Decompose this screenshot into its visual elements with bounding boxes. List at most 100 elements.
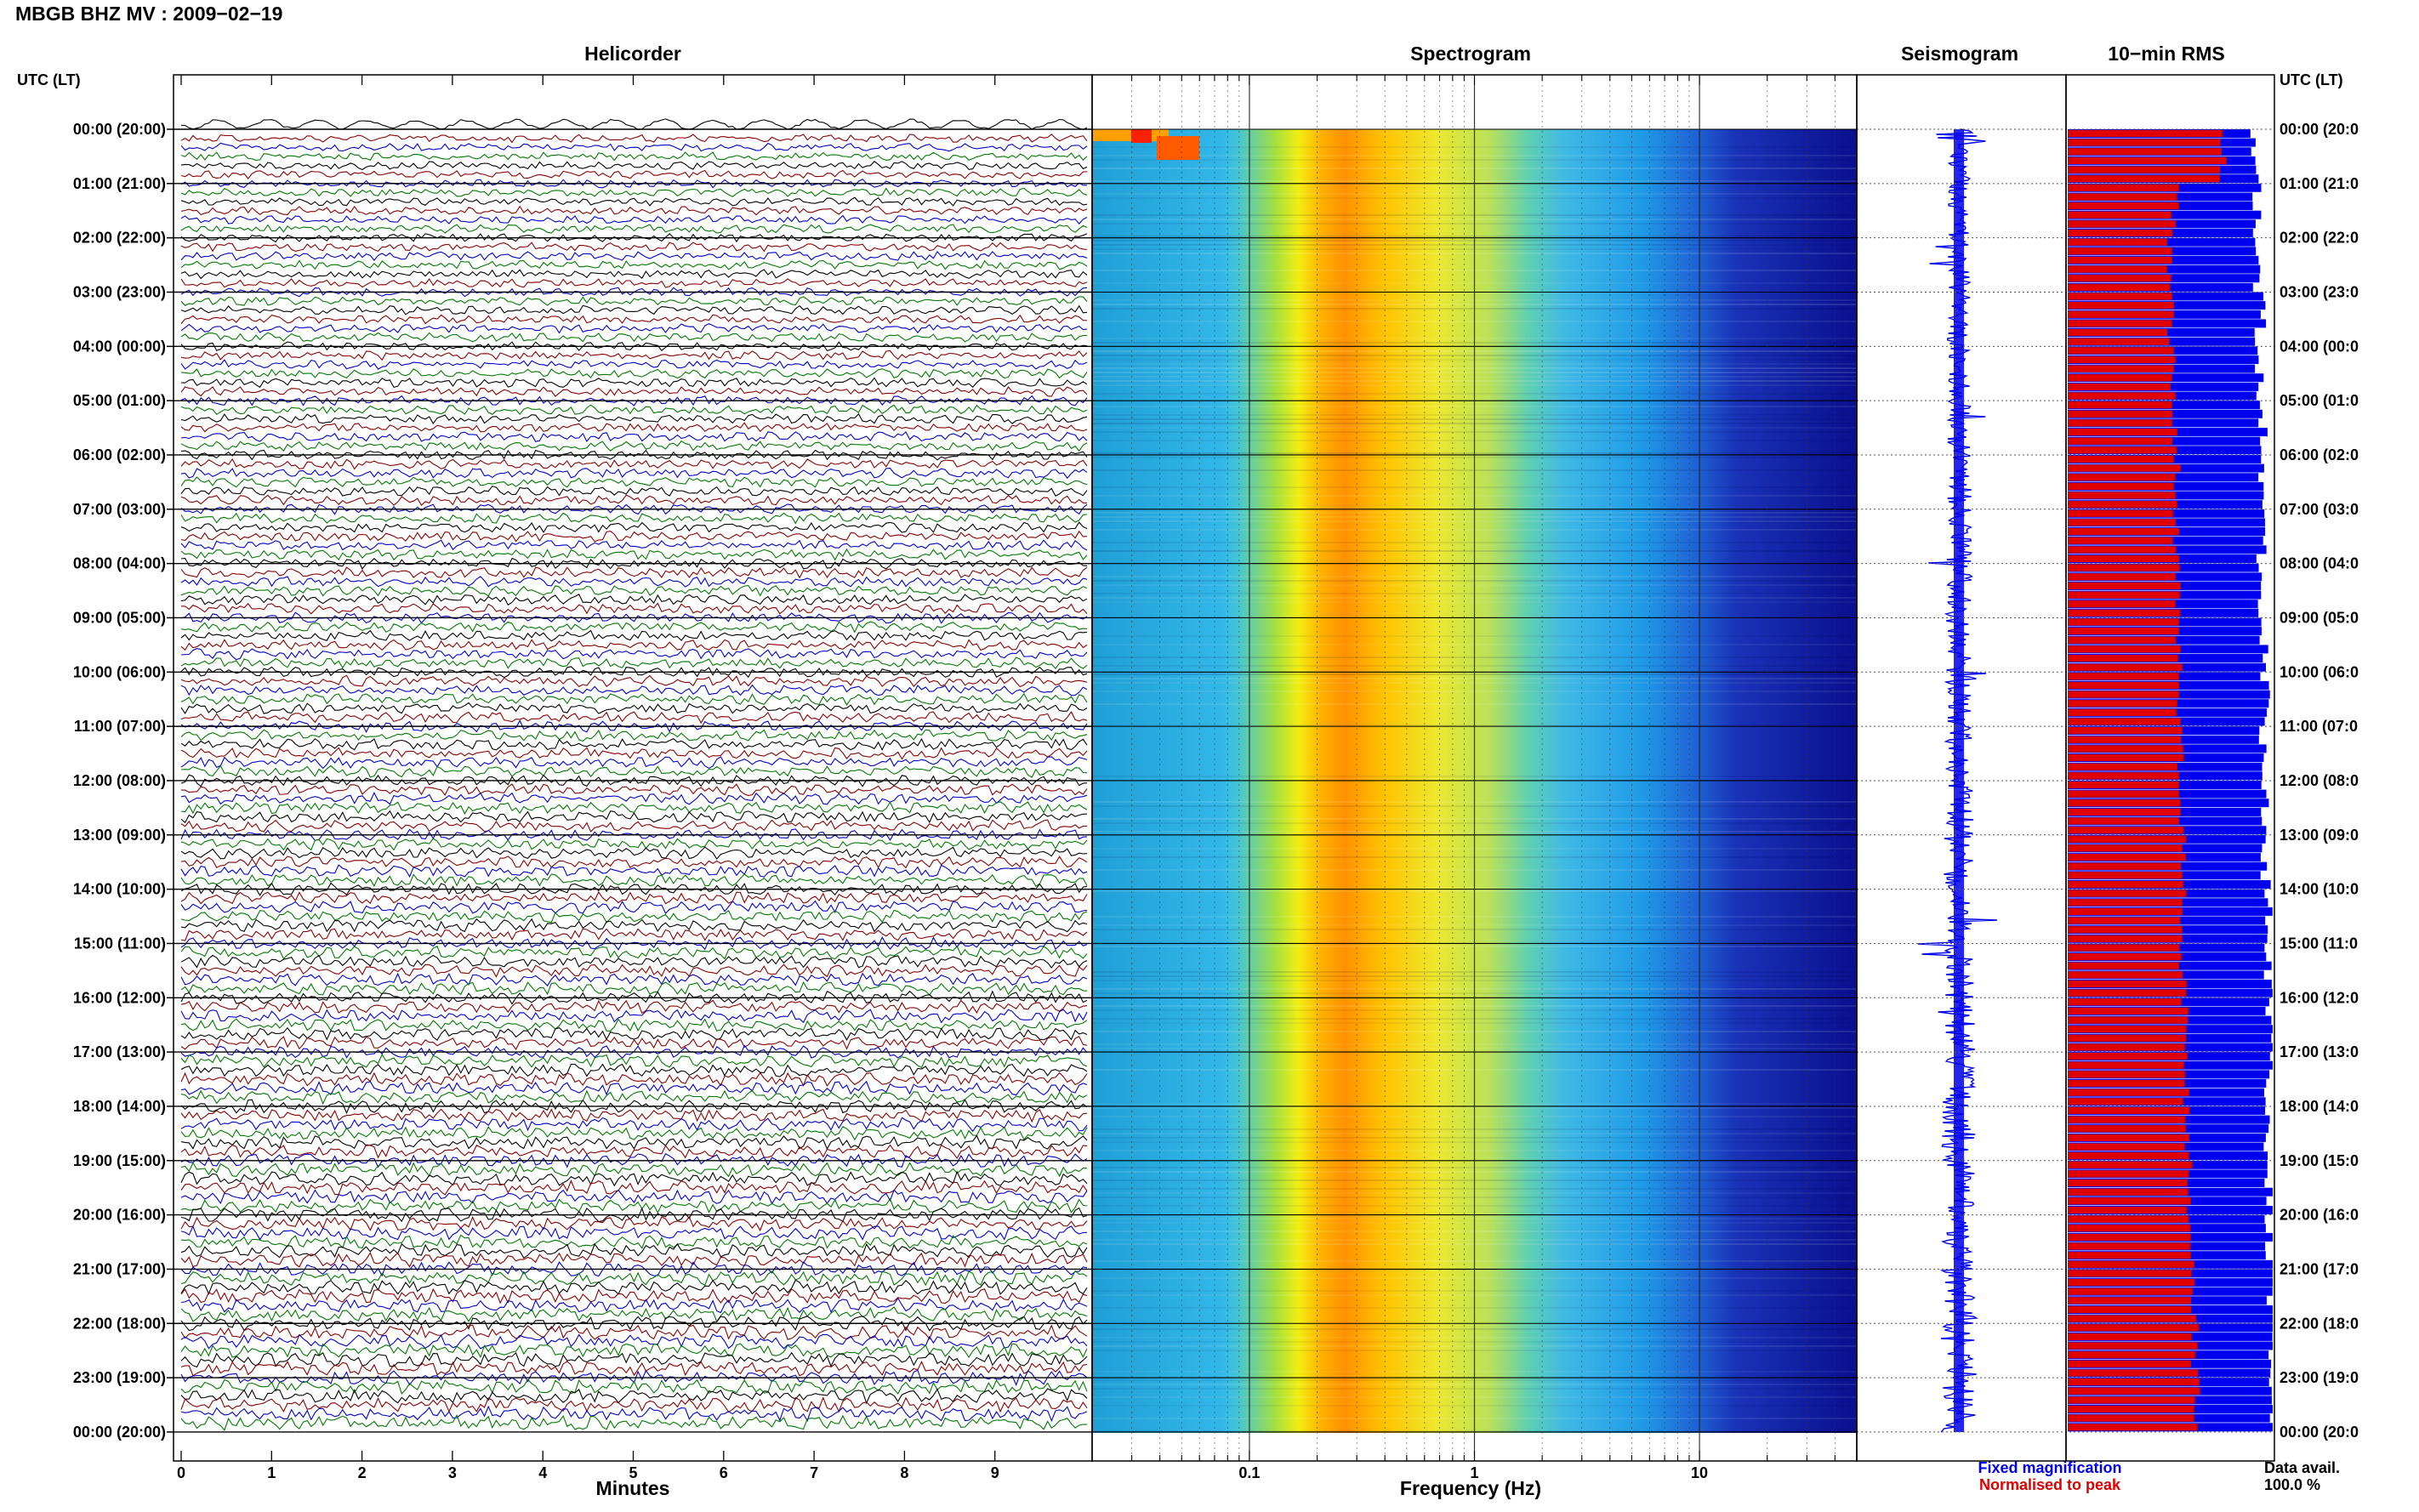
- helicorder-trace-row: [180, 918, 1088, 933]
- rms-bar-normalised: [2068, 184, 2179, 191]
- helicorder-trace-row: [180, 1343, 1088, 1359]
- rms-bar-normalised: [2068, 528, 2179, 536]
- helicorder-trace-row: [180, 458, 1088, 470]
- rms-bar-normalised: [2068, 654, 2178, 662]
- time-label-left: 17:00 (13:00): [73, 1043, 166, 1060]
- helicorder-trace-row: [180, 1351, 1088, 1368]
- time-label-right: 00:00 (20:0: [2280, 1424, 2359, 1441]
- rms-bar-normalised: [2068, 265, 2167, 273]
- helicorder-trace-row: [180, 187, 1088, 197]
- helicorder-trace-row: [180, 838, 1088, 851]
- rms-bar-normalised: [2068, 1387, 2200, 1395]
- time-label-right: 14:00 (10:0: [2280, 881, 2359, 898]
- helicorder-trace-row: [180, 404, 1088, 416]
- rms-bar-normalised: [2068, 166, 2220, 173]
- rms-bar-normalised: [2068, 1279, 2195, 1287]
- rms-bar-normalised: [2068, 546, 2177, 554]
- time-label-right: 15:00 (11:0: [2280, 935, 2358, 952]
- rms-bar-normalised: [2068, 935, 2183, 942]
- helicorder-trace-row: [180, 242, 1088, 253]
- rms-bar-normalised: [2068, 374, 2172, 382]
- time-label-right: 21:00 (17:0: [2280, 1260, 2359, 1277]
- time-label-left: 04:00 (00:00): [73, 338, 166, 355]
- spectrogram-hotspot: [1157, 136, 1199, 160]
- helicorder-trace-row: [180, 1252, 1088, 1268]
- helicorder-trace-row: [180, 368, 1088, 379]
- helicorder-trace-row: [180, 864, 1088, 878]
- helicorder-trace-row: [180, 1270, 1088, 1287]
- helicorder-trace-row: [180, 990, 1088, 1005]
- time-label-right: 11:00 (07:0: [2280, 718, 2358, 735]
- time-label-right: 07:00 (03:0: [2280, 501, 2359, 518]
- time-label-left: 22:00 (18:00): [73, 1315, 166, 1332]
- time-label-left: 07:00 (03:00): [73, 501, 166, 518]
- rms-bar-normalised: [2068, 519, 2177, 526]
- rms-bar-normalised: [2068, 275, 2171, 282]
- rms-bar-normalised: [2068, 247, 2172, 255]
- helicorder-trace-row: [180, 359, 1088, 370]
- grid-lines: [167, 128, 2274, 1433]
- rms-bar-normalised: [2068, 609, 2180, 617]
- helicorder-trace-row: [180, 629, 1088, 642]
- helicorder-trace-row: [180, 639, 1088, 651]
- helicorder-trace-row: [180, 756, 1088, 770]
- helicorder-trace-row: [180, 1189, 1088, 1205]
- time-label-left: 06:00 (02:00): [73, 446, 166, 463]
- helicorder-trace-row: [180, 810, 1088, 824]
- helicorder-trace-row: [180, 304, 1088, 315]
- rms-bar-normalised: [2068, 1106, 2190, 1114]
- time-label-left: 12:00 (08:00): [73, 772, 166, 789]
- rms-bar-normalised: [2068, 880, 2183, 889]
- rms-bar-normalised: [2068, 1424, 2198, 1431]
- rms-bar-normalised: [2068, 980, 2187, 988]
- helicorder-trace-row: [180, 1324, 1088, 1340]
- helicorder-trace-row: [180, 890, 1088, 905]
- rms-bar-normalised: [2068, 455, 2173, 463]
- time-label-left: 11:00 (07:00): [74, 718, 166, 735]
- time-label-right: 18:00 (14:0: [2280, 1098, 2359, 1115]
- rms-bar-normalised: [2068, 736, 2182, 743]
- rms-bar-normalised: [2068, 1315, 2197, 1322]
- helicorder-trace-row: [180, 674, 1088, 688]
- rms-bar-normalised: [2068, 718, 2181, 725]
- helicorder-trace-row: [180, 118, 1088, 130]
- minute-tick-label: 6: [720, 1464, 728, 1481]
- helicorder-trace-row: [180, 846, 1088, 861]
- time-label-right: 22:00 (18:0: [2280, 1315, 2359, 1332]
- time-label-right: 05:00 (01:0: [2280, 392, 2359, 409]
- helicorder-trace-row: [180, 945, 1088, 960]
- spectrogram-title: Spectrogram: [1410, 43, 1531, 65]
- rms-bar-normalised: [2068, 628, 2179, 635]
- helicorder-trace-row: [180, 422, 1088, 433]
- time-label-left: 13:00 (09:00): [73, 827, 166, 844]
- time-label-left: 08:00 (04:00): [73, 555, 166, 572]
- time-label-right: 08:00 (04:0: [2280, 555, 2359, 572]
- helicorder-trace-row: [180, 250, 1088, 261]
- rms-bar-normalised: [2068, 591, 2180, 599]
- rms-bar-normalised: [2068, 310, 2174, 318]
- helicorder-trace-row: [180, 1234, 1088, 1249]
- helicorder-trace-row: [180, 332, 1088, 343]
- rms-bar-normalised: [2068, 1342, 2198, 1350]
- rms-bar-normalised: [2068, 971, 2183, 979]
- helicorder-trace-row: [180, 692, 1088, 706]
- minute-tick-label: 4: [538, 1464, 547, 1481]
- helicorder-trace-row: [180, 900, 1088, 914]
- helicorder-trace-row: [180, 1306, 1088, 1323]
- helicorder-trace-row: [180, 819, 1088, 833]
- helicorder-trace-row: [180, 1279, 1088, 1295]
- helicorder-trace-row: [180, 594, 1088, 606]
- rms-bar-normalised: [2068, 962, 2179, 969]
- rms-bar-normalised: [2068, 464, 2181, 472]
- rms-bar-normalised: [2068, 429, 2177, 436]
- helicorder-trace-row: [180, 1333, 1088, 1350]
- rms-bars: [2068, 129, 2273, 1432]
- rms-bar-normalised: [2068, 907, 2183, 915]
- rms-bar-normalised: [2068, 148, 2222, 156]
- rms-bar-normalised: [2068, 1414, 2194, 1422]
- rms-bar-normalised: [2068, 383, 2171, 390]
- time-label-left: 14:00 (10:00): [73, 881, 166, 898]
- rms-bar-normalised: [2068, 862, 2182, 870]
- helicorder-trace-row: [180, 774, 1088, 787]
- helicorder-trace-row: [180, 729, 1088, 742]
